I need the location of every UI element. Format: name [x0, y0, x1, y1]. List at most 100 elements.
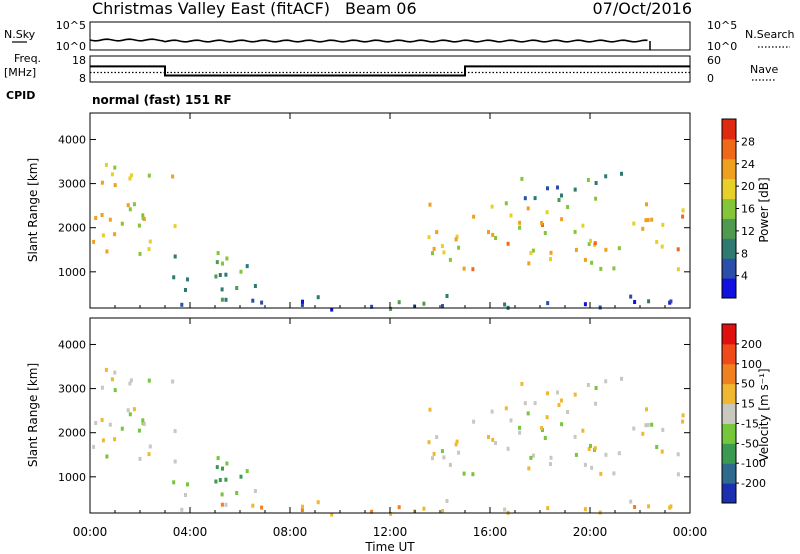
nsearch-label: N.Search: [745, 28, 795, 41]
colorbar-segment: [722, 483, 736, 504]
velocity-cell: [147, 378, 151, 383]
velocity-cell: [681, 413, 685, 418]
power-cell: [455, 234, 459, 239]
velocity-cell: [593, 446, 597, 451]
colorbar-tick-label: 8: [741, 247, 748, 260]
velocity-cell: [546, 391, 549, 396]
velocity-cell: [147, 452, 151, 457]
velocity-cell: [594, 386, 598, 390]
range-tick-label: 3000: [58, 383, 86, 396]
power-cell: [141, 213, 145, 218]
power-cell: [586, 178, 590, 182]
colorbar-segment: [722, 383, 736, 405]
velocity-cell: [462, 471, 466, 476]
power-cell: [583, 302, 587, 307]
colorbar-segment: [722, 324, 736, 345]
power-cell: [216, 251, 220, 256]
velocity-cell: [533, 401, 537, 406]
velocity-cell: [128, 412, 132, 417]
power-cell: [94, 216, 98, 220]
power-cell: [676, 247, 680, 252]
power-cell: [540, 221, 544, 225]
power-cell: [650, 217, 654, 222]
power-cell: [129, 173, 133, 178]
power-cell: [462, 266, 466, 271]
velocity-cell: [527, 466, 531, 471]
velocity-cell: [531, 453, 535, 458]
power-cell: [681, 208, 685, 213]
power-cell: [440, 244, 444, 249]
power-cell: [214, 274, 218, 279]
power-cell: [587, 242, 591, 246]
power-cell: [472, 214, 476, 219]
power-cell: [186, 277, 189, 282]
velocity-cell: [113, 437, 117, 442]
velocity-cell: [660, 449, 664, 454]
noise-trace: [89, 38, 651, 50]
velocity-cell: [142, 422, 146, 426]
colorbar-segment: [722, 463, 736, 484]
power-cell: [556, 185, 559, 190]
velocity-cell: [128, 381, 132, 386]
plot-title: Christmas Valley East (fitACF): [92, 0, 330, 18]
velocity-cell: [529, 455, 533, 460]
power-cell: [641, 226, 645, 231]
colorbar-segment: [722, 238, 736, 259]
velocity-cell: [604, 452, 608, 457]
colorbar-tick-label: 100: [741, 358, 762, 371]
velocity-cell: [221, 466, 224, 471]
freq-unit-label: [MHz]: [4, 66, 36, 79]
power-cell: [221, 261, 224, 266]
velocity-cell: [245, 469, 249, 474]
power-cell: [445, 294, 449, 298]
colorbar-tick-label: 16: [741, 203, 755, 216]
power-cell: [422, 301, 426, 306]
colorbar-segment: [722, 258, 736, 279]
power-cell: [397, 300, 401, 305]
velocity-cell: [148, 444, 152, 449]
velocity-cell: [141, 418, 145, 423]
power-cell: [581, 223, 585, 228]
velocity-cell: [104, 367, 108, 372]
power-cell: [599, 266, 603, 271]
power-cell: [147, 173, 151, 178]
velocity-cell: [645, 407, 648, 412]
velocity-cell: [251, 503, 255, 508]
power-cell: [594, 181, 598, 185]
power-cell: [504, 201, 508, 206]
colorbar-tick-label: 4: [741, 270, 748, 283]
velocity-cell: [681, 419, 685, 424]
velocity-cell: [590, 465, 594, 470]
power-cell: [142, 217, 146, 221]
power-cell: [218, 273, 222, 277]
velocity-cell: [220, 502, 224, 507]
freq-right-tick-high: 60: [707, 54, 721, 67]
velocity-cell: [523, 401, 527, 406]
colorbar-segment: [722, 119, 736, 140]
colorbar-segment: [722, 158, 736, 180]
velocity-cell: [599, 471, 603, 476]
colorbar-segment: [722, 178, 736, 200]
power-cell: [506, 241, 510, 246]
velocity-cell: [428, 407, 432, 412]
power-data-layer: [92, 162, 685, 312]
power-cell: [441, 304, 444, 309]
velocity-cell: [641, 431, 645, 436]
plot-date: 07/Oct/2016: [592, 0, 692, 18]
velocity-cell: [604, 379, 608, 384]
power-cell: [632, 221, 636, 226]
freq-left-tick-high: 18: [72, 54, 86, 67]
velocity-cell: [583, 462, 587, 467]
velocity-cell: [549, 462, 552, 467]
velocity-cell: [676, 452, 680, 457]
power-cell: [128, 207, 132, 212]
power-cell: [543, 231, 547, 235]
power-cell: [110, 172, 114, 177]
velocity-cell: [573, 434, 577, 439]
power-cell: [215, 260, 219, 265]
freq-right-tick-low: 0: [707, 72, 714, 85]
velocity-cell: [650, 422, 654, 427]
power-cell: [101, 233, 105, 238]
velocity-cell: [239, 474, 243, 479]
velocity-cell: [509, 418, 513, 423]
